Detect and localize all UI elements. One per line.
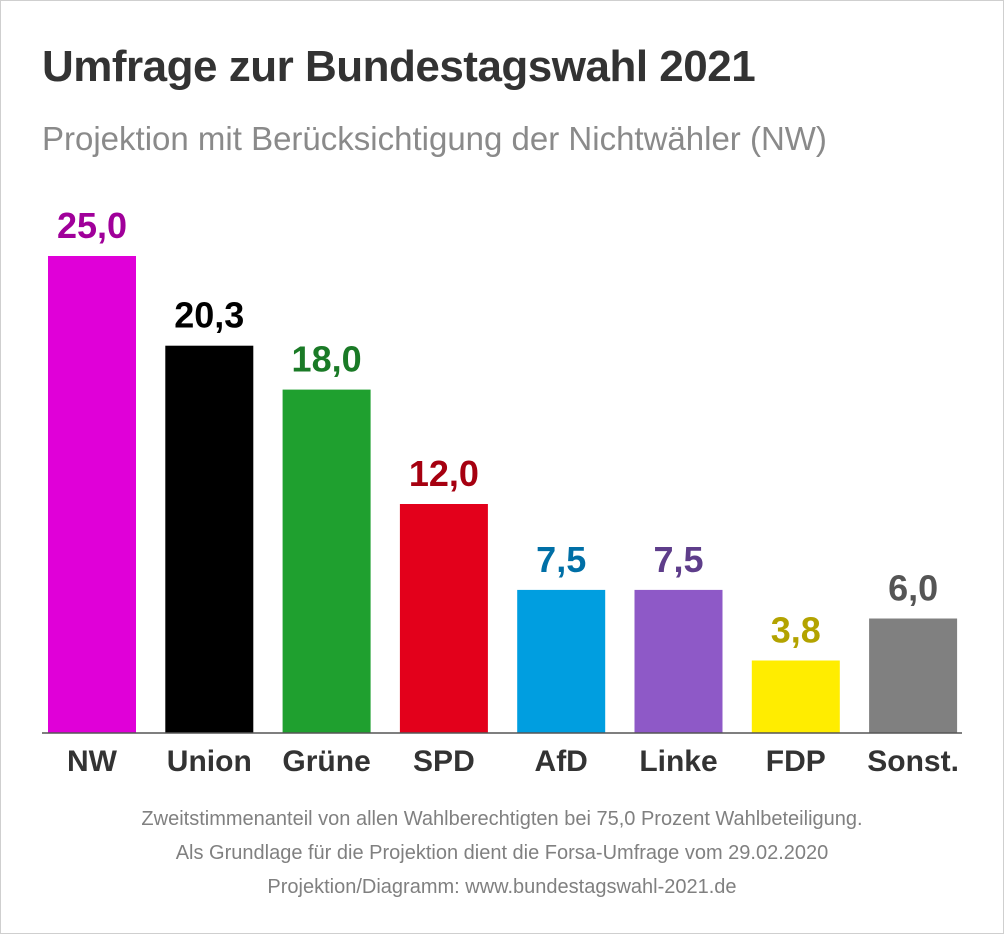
- bar-spd: [399, 504, 488, 733]
- category-label: Sonst.: [867, 745, 959, 778]
- bar-grne: [282, 389, 371, 733]
- bar-linke: [634, 589, 723, 733]
- category-label: Grüne: [282, 745, 370, 778]
- category-label: SPD: [413, 745, 475, 778]
- bar-nw: [48, 256, 136, 733]
- bar-sonst: [869, 618, 958, 733]
- footer-credit: Projektion/Diagramm: www.bundestagswahl-…: [267, 876, 737, 898]
- footer-note-2: Als Grundlage für die Projektion dient d…: [175, 842, 829, 864]
- bar-fdp: [751, 660, 840, 733]
- category-label: FDP: [766, 745, 826, 778]
- bar-union: [165, 345, 254, 733]
- category-label: Linke: [639, 745, 717, 778]
- bar-afd: [517, 589, 606, 733]
- category-label: NW: [67, 745, 118, 778]
- category-label: AfD: [535, 745, 588, 778]
- value-label: 3,8: [771, 610, 821, 651]
- chart-subtitle: Projektion mit Berücksichtigung der Nich…: [42, 120, 827, 157]
- chart-title: Umfrage zur Bundestagswahl 2021: [42, 42, 756, 91]
- value-label: 18,0: [292, 339, 362, 380]
- footer-note-1: Zweitstimmenanteil von allen Wahlberecht…: [141, 808, 863, 830]
- category-label: Union: [167, 745, 252, 778]
- value-label: 20,3: [174, 295, 244, 336]
- value-label: 25,0: [57, 205, 127, 246]
- value-label: 7,5: [536, 539, 586, 580]
- value-label: 12,0: [409, 453, 479, 494]
- value-label: 7,5: [653, 539, 703, 580]
- value-label: 6,0: [888, 568, 938, 609]
